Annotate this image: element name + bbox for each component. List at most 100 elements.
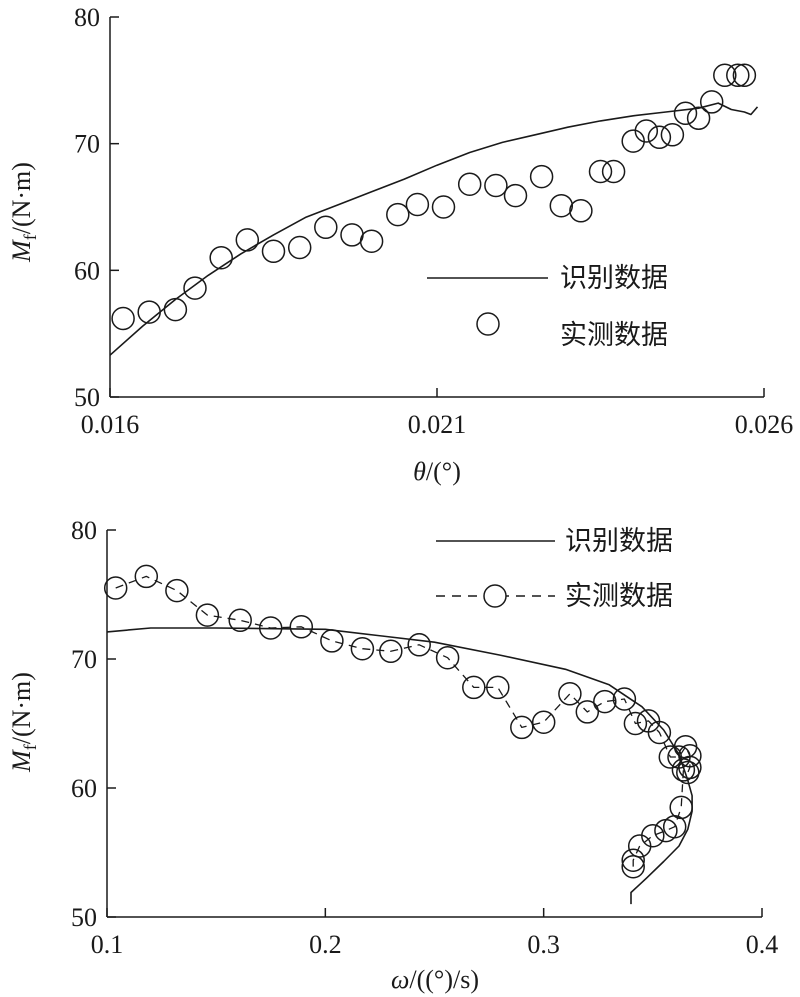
series-line-measured bbox=[115, 575, 691, 867]
axes-theta: 0.016 0.021 0.026 50 60 70 80 bbox=[74, 3, 793, 439]
x-axis-variable: θ bbox=[413, 457, 426, 486]
axes-omega: 0.1 0.2 0.3 0.4 50 60 70 80 bbox=[71, 516, 778, 959]
data-point bbox=[647, 720, 672, 745]
data-point bbox=[258, 616, 283, 640]
y-tick-label: 60 bbox=[74, 256, 100, 285]
x-ticks: 0.016 0.021 0.026 bbox=[81, 388, 793, 439]
y-axis-label: Mf/(N·m) bbox=[7, 672, 40, 773]
y-tick-label: 70 bbox=[74, 130, 100, 159]
data-point bbox=[228, 608, 252, 633]
data-point bbox=[137, 300, 161, 324]
data-point bbox=[183, 276, 207, 300]
data-point bbox=[261, 239, 286, 264]
data-point bbox=[654, 818, 678, 843]
y-axis-variable: M bbox=[7, 749, 36, 773]
data-point bbox=[462, 675, 486, 700]
y-tick-label: 50 bbox=[74, 383, 100, 412]
x-axis-variable: ω bbox=[391, 965, 409, 994]
data-point bbox=[111, 306, 135, 331]
legend-omega: 识别数据 实测数据 bbox=[436, 526, 673, 612]
data-point bbox=[732, 63, 757, 88]
data-point bbox=[549, 193, 574, 218]
data-point bbox=[235, 228, 260, 252]
y-ticks: 50 60 70 80 bbox=[71, 516, 116, 932]
data-point bbox=[103, 576, 128, 600]
data-point bbox=[134, 564, 159, 589]
data-point bbox=[320, 629, 344, 653]
legend-label-identified: 识别数据 bbox=[565, 526, 673, 557]
data-point bbox=[673, 101, 698, 126]
data-point bbox=[678, 744, 702, 768]
data-point bbox=[486, 675, 510, 700]
y-tick-label: 60 bbox=[71, 774, 97, 803]
x-axis-label: θ/(°) bbox=[413, 457, 461, 486]
series-line-identified bbox=[106, 627, 693, 905]
legend-circle-sample bbox=[483, 584, 507, 608]
data-point bbox=[676, 760, 700, 785]
chart-omega: 0.1 0.2 0.3 0.4 50 60 70 80 ω/((°)/s) Mf/(N·m)… bbox=[7, 516, 778, 994]
y-ticks: 50 60 70 80 bbox=[74, 3, 119, 412]
y-tick-label: 80 bbox=[71, 516, 97, 545]
data-point bbox=[686, 106, 711, 131]
data-point bbox=[209, 245, 233, 270]
x-tick-label: 0.1 bbox=[91, 930, 124, 959]
data-point bbox=[623, 711, 648, 736]
y-tick-label: 70 bbox=[71, 645, 97, 674]
data-point bbox=[510, 715, 534, 740]
data-point bbox=[713, 63, 737, 88]
data-point bbox=[314, 215, 338, 240]
legend-circle-sample bbox=[476, 312, 500, 336]
data-point bbox=[699, 90, 724, 114]
data-point bbox=[435, 645, 460, 670]
x-tick-label: 0.4 bbox=[746, 930, 779, 959]
data-point bbox=[588, 159, 613, 184]
x-tick-label: 0.021 bbox=[408, 410, 467, 439]
y-axis-variable: M bbox=[7, 239, 36, 263]
data-point bbox=[359, 229, 384, 253]
plot-area-omega bbox=[103, 564, 702, 905]
data-point bbox=[612, 687, 637, 711]
data-point bbox=[289, 615, 314, 639]
series-line-identified bbox=[109, 102, 759, 356]
legend-theta: 识别数据 实测数据 bbox=[427, 263, 668, 351]
y-tick-label: 80 bbox=[74, 3, 100, 32]
data-point bbox=[660, 123, 685, 147]
data-point bbox=[647, 125, 672, 150]
data-point bbox=[163, 297, 188, 322]
plot-area-theta bbox=[109, 63, 759, 356]
data-point bbox=[569, 199, 593, 223]
data-point bbox=[386, 202, 410, 227]
x-ticks: 0.1 0.2 0.3 0.4 bbox=[91, 908, 779, 959]
data-point bbox=[531, 710, 556, 734]
data-point bbox=[601, 159, 626, 184]
x-axis-label: ω/((°)/s) bbox=[391, 965, 479, 994]
data-point bbox=[379, 639, 403, 664]
data-point bbox=[671, 758, 696, 782]
data-point bbox=[195, 603, 220, 627]
y-axis-unit: /(N·m) bbox=[7, 162, 36, 234]
data-point bbox=[529, 164, 554, 189]
data-point bbox=[558, 682, 582, 706]
data-point bbox=[726, 63, 750, 88]
x-tick-label: 0.2 bbox=[309, 930, 342, 959]
y-axis-unit: /(N·m) bbox=[7, 672, 36, 744]
legend-label-identified: 识别数据 bbox=[560, 263, 668, 294]
data-point bbox=[350, 636, 375, 661]
x-axis-unit: /(°) bbox=[426, 457, 461, 486]
y-axis-subscript: f bbox=[20, 744, 40, 750]
legend-label-measured: 实测数据 bbox=[565, 581, 673, 612]
x-tick-label: 0.016 bbox=[81, 410, 140, 439]
data-point bbox=[634, 119, 659, 143]
x-tick-label: 0.3 bbox=[527, 930, 560, 959]
data-point bbox=[431, 195, 456, 219]
data-point bbox=[484, 173, 508, 198]
legend-label-measured: 实测数据 bbox=[560, 320, 668, 351]
y-axis-subscript: f bbox=[20, 234, 40, 240]
data-point bbox=[165, 578, 189, 603]
data-point bbox=[407, 633, 431, 657]
y-axis-label: Mf/(N·m) bbox=[7, 162, 40, 263]
y-tick-label: 50 bbox=[71, 903, 97, 932]
data-point bbox=[593, 689, 617, 714]
